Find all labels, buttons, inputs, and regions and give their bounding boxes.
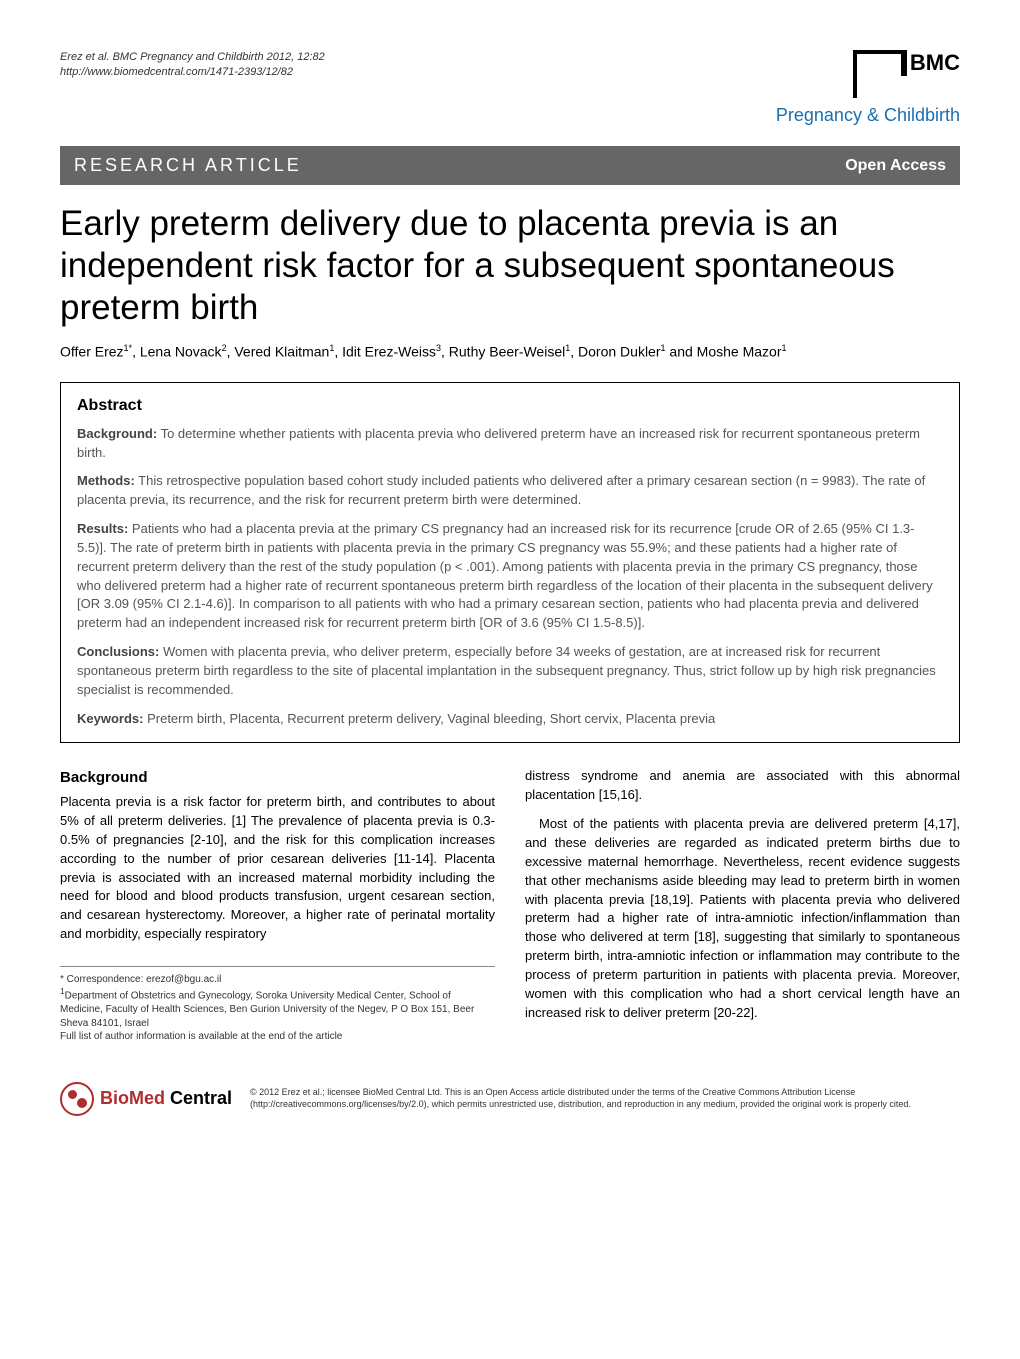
abstract-heading: Abstract [77, 397, 943, 415]
citation-url: http://www.biomedcentral.com/1471-2393/1… [60, 65, 325, 80]
abstract-background-label: Background: [77, 426, 157, 441]
bmc-central: Central [165, 1088, 232, 1108]
journal-logo: BMC Pregnancy & Childbirth [776, 50, 960, 126]
background-heading: Background [60, 767, 495, 789]
abstract-keywords-text: Preterm birth, Placenta, Recurrent prete… [147, 711, 715, 726]
citation: Erez et al. BMC Pregnancy and Childbirth… [60, 50, 325, 81]
article-title: Early preterm delivery due to placenta p… [60, 203, 960, 329]
footnotes: * Correspondence: erezof@bgu.ac.il 1Depa… [60, 966, 495, 1044]
abstract-keywords-label: Keywords: [77, 711, 143, 726]
abstract-methods: Methods: This retrospective population b… [77, 472, 943, 510]
bmc-circle-icon [60, 1082, 94, 1116]
abstract-conclusions-label: Conclusions: [77, 644, 159, 659]
abstract-results-text: Patients who had a placenta previa at th… [77, 521, 933, 630]
abstract-results: Results: Patients who had a placenta pre… [77, 520, 943, 633]
license-text: © 2012 Erez et al.; licensee BioMed Cent… [250, 1087, 960, 1110]
abstract-box: Abstract Background: To determine whethe… [60, 382, 960, 744]
bmc-bio: BioMed [100, 1088, 165, 1108]
abstract-background-text: To determine whether patients with place… [77, 426, 920, 460]
open-access-label: Open Access [845, 157, 946, 175]
abstract-methods-text: This retrospective population based coho… [77, 473, 925, 507]
correspondence: * Correspondence: erezof@bgu.ac.il [60, 973, 495, 987]
page-footer: BioMed Central © 2012 Erez et al.; licen… [60, 1070, 960, 1116]
bmc-bracket-icon [853, 50, 901, 103]
background-para-2a: distress syndrome and anemia are associa… [525, 767, 960, 805]
logo-main-text: BMC [910, 50, 960, 75]
abstract-background: Background: To determine whether patient… [77, 425, 943, 463]
full-author-list-note: Full list of author information is avail… [60, 1030, 495, 1044]
background-para-1: Placenta previa is a risk factor for pre… [60, 793, 495, 944]
citation-line1: Erez et al. BMC Pregnancy and Childbirth… [60, 50, 325, 65]
article-type: RESEARCH ARTICLE [74, 155, 302, 176]
bmc-footer-text: BioMed Central [100, 1088, 232, 1109]
abstract-conclusions: Conclusions: Women with placenta previa,… [77, 643, 943, 700]
logo-sub-text: Pregnancy & Childbirth [776, 105, 960, 126]
affiliation: 1Department of Obstetrics and Gynecology… [60, 986, 495, 1030]
article-type-bar: RESEARCH ARTICLE Open Access [60, 146, 960, 185]
column-left: Background Placenta previa is a risk fac… [60, 767, 495, 1043]
background-para-2b: Most of the patients with placenta previ… [525, 815, 960, 1022]
authors-list: Offer Erez1*, Lena Novack2, Vered Klaitm… [60, 343, 960, 360]
abstract-conclusions-text: Women with placenta previa, who deliver … [77, 644, 936, 697]
biomed-central-logo: BioMed Central [60, 1082, 232, 1116]
abstract-methods-label: Methods: [77, 473, 135, 488]
abstract-keywords: Keywords: Preterm birth, Placenta, Recur… [77, 710, 943, 729]
abstract-results-label: Results: [77, 521, 128, 536]
column-right: distress syndrome and anemia are associa… [525, 767, 960, 1043]
body-columns: Background Placenta previa is a risk fac… [60, 767, 960, 1043]
page-header: Erez et al. BMC Pregnancy and Childbirth… [60, 50, 960, 126]
